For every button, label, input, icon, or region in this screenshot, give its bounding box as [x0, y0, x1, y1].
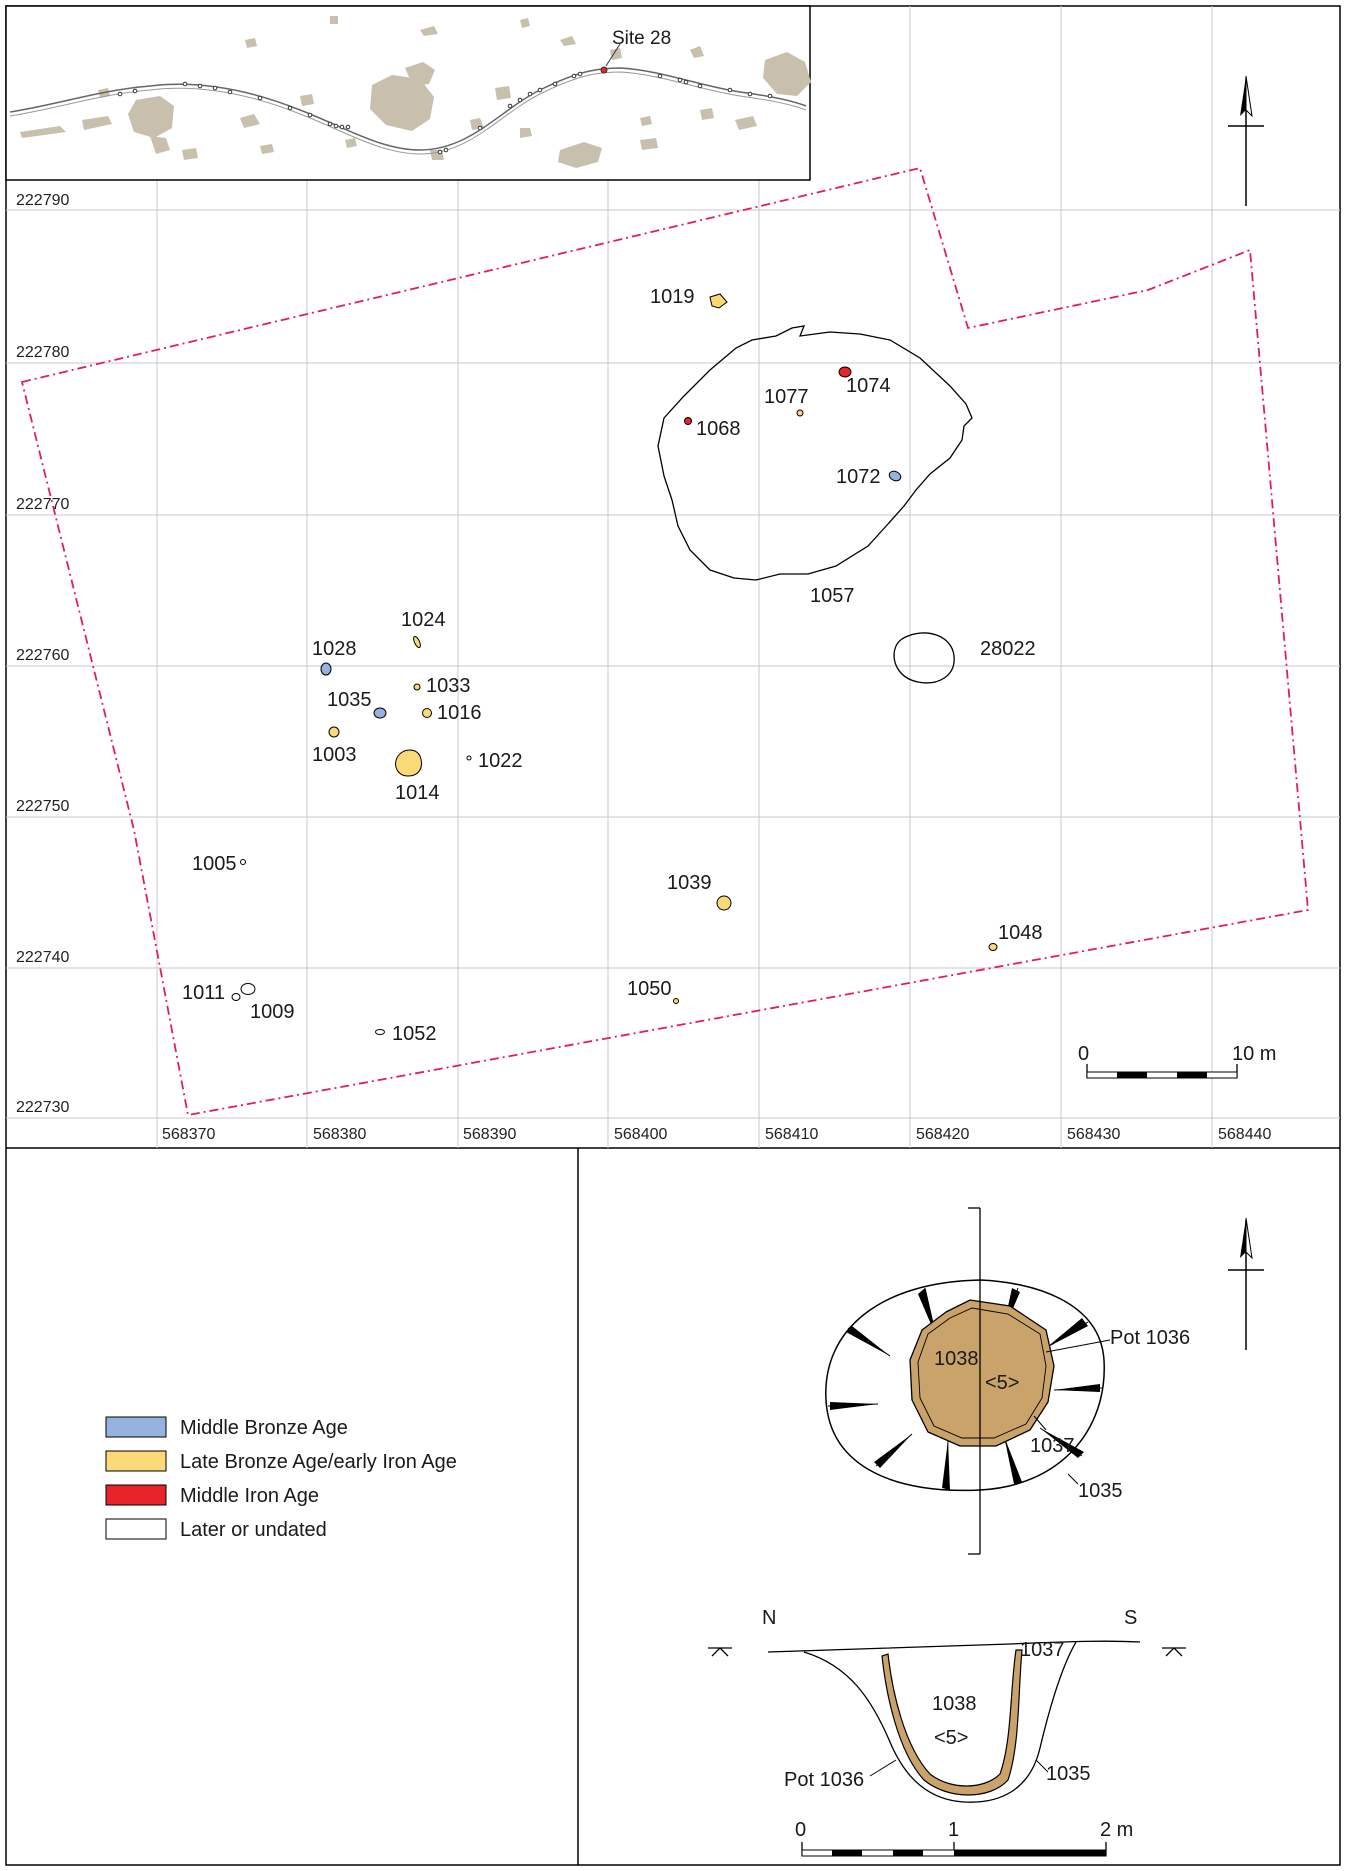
- section-view: N S 1038 <5> 1037 Pot 1036 1035: [708, 1607, 1186, 1803]
- section-cut-1035-label: 1035: [1046, 1763, 1091, 1785]
- easting-labels: 568370 568380 568390 568400 568410 56842…: [162, 1126, 1271, 1143]
- easting-label: 568400: [614, 1126, 667, 1143]
- easting-label: 568380: [313, 1126, 366, 1143]
- feature-label: 1072: [836, 466, 881, 488]
- legend-label: Late Bronze Age/early Iron Age: [180, 1451, 457, 1473]
- feature-label: 1019: [650, 286, 695, 308]
- feature-outline: [893, 632, 955, 684]
- feature-label: 1033: [426, 675, 471, 697]
- north-arrow-plan: [1228, 1217, 1264, 1350]
- feature-label: 1048: [998, 922, 1043, 944]
- legend: Middle Bronze Age Late Bronze Age/early …: [105, 1416, 457, 1541]
- scale-zero-label: 0: [1078, 1043, 1089, 1065]
- legend-label: Middle Bronze Age: [180, 1417, 348, 1439]
- northing-label: 222740: [16, 949, 69, 966]
- cut-profile: [803, 1641, 1077, 1803]
- easting-label: 568410: [765, 1126, 818, 1143]
- inset-site-markers: [117, 71, 773, 155]
- section-cut-1037-label: 1037: [1020, 1639, 1065, 1661]
- feature-label: 1039: [667, 872, 712, 894]
- site-boundary: [20, 166, 1309, 1117]
- section-north-label: N: [762, 1607, 776, 1629]
- section-fill-label: 1038: [932, 1693, 977, 1715]
- legend-swatch: [105, 1416, 167, 1438]
- easting-label: 568420: [916, 1126, 969, 1143]
- feature-label: 1009: [250, 1001, 295, 1023]
- scale-zero-label: 0: [795, 1819, 806, 1841]
- legend-label: Later or undated: [180, 1519, 327, 1541]
- northing-label: 222790: [16, 192, 69, 209]
- main-scale-bar: 0 10 m: [1078, 1043, 1276, 1079]
- feature-label: 1052: [392, 1023, 437, 1045]
- feature-label: 1022: [478, 750, 523, 772]
- feature-label: 1024: [401, 609, 446, 631]
- ground-line: [767, 1640, 1141, 1653]
- fill-1038: [917, 1307, 1047, 1439]
- feature-label: 1050: [627, 978, 672, 1000]
- feature-label: 1057: [810, 585, 855, 607]
- section-south-label: S: [1124, 1607, 1137, 1629]
- feature-outline: [657, 325, 973, 581]
- scale-mid-label: 1: [948, 1819, 959, 1841]
- easting-label: 568390: [463, 1126, 516, 1143]
- northing-label: 222750: [16, 798, 69, 815]
- easting-label: 568430: [1067, 1126, 1120, 1143]
- plan-sample-label: <5>: [985, 1372, 1019, 1394]
- plan-view-1035: 1038 <5> Pot 1036 1037 1035: [825, 1207, 1190, 1555]
- feature-labels: 1019 1074 1077 1068 1072 1057 1024 1028 …: [182, 286, 1043, 1045]
- legend-swatch: [105, 1518, 167, 1540]
- outer-frame: [5, 5, 1341, 1866]
- inset-settlement-shapes: [20, 16, 811, 168]
- feature-label: 1005: [192, 853, 237, 875]
- feature-label: 1014: [395, 782, 440, 804]
- northing-label: 222780: [16, 344, 69, 361]
- feature-label: 1068: [696, 418, 741, 440]
- plan-scale-bar: 0 1 2 m: [795, 1819, 1133, 1857]
- legend-swatch: [105, 1484, 167, 1506]
- scale-end-label: 2 m: [1100, 1819, 1133, 1841]
- section-pot-label: Pot 1036: [784, 1769, 864, 1791]
- easting-label: 568440: [1218, 1126, 1271, 1143]
- feature-label: 1016: [437, 702, 482, 724]
- easting-label: 568370: [162, 1126, 215, 1143]
- feature-label: 1035: [327, 689, 372, 711]
- inset-route-line: [9, 67, 807, 151]
- coordinate-grid: [6, 6, 1340, 1148]
- pot-1036-section: [881, 1649, 1023, 1796]
- north-arrow: [1228, 75, 1264, 206]
- legend-swatch: [105, 1450, 167, 1472]
- plan-cut-1035-label: 1035: [1078, 1480, 1123, 1502]
- feature-label: 1074: [846, 375, 891, 397]
- inset-map: Site 28: [5, 5, 811, 181]
- feature-shapes: [231, 293, 998, 1035]
- northing-label: 222760: [16, 647, 69, 664]
- scale-end-label: 10 m: [1232, 1043, 1276, 1065]
- northing-label: 222730: [16, 1099, 69, 1116]
- feature-label: 28022: [980, 638, 1036, 660]
- feature-label: 1077: [764, 386, 809, 408]
- inset-site-28-marker: [600, 66, 608, 74]
- inset-site-label: Site 28: [612, 28, 671, 49]
- plan-fill-label: 1038: [934, 1348, 979, 1370]
- plan-pot-label: Pot 1036: [1110, 1327, 1190, 1349]
- plan-cut-1037-label: 1037: [1030, 1435, 1075, 1457]
- legend-label: Middle Iron Age: [180, 1485, 319, 1507]
- feature-label: 1003: [312, 744, 357, 766]
- feature-label: 1011: [182, 982, 225, 1004]
- section-sample-label: <5>: [934, 1727, 968, 1749]
- northing-label: 222770: [16, 496, 69, 513]
- northing-labels: 222790 222780 222770 222760 222750 22274…: [16, 192, 69, 1116]
- feature-label: 1028: [312, 638, 357, 660]
